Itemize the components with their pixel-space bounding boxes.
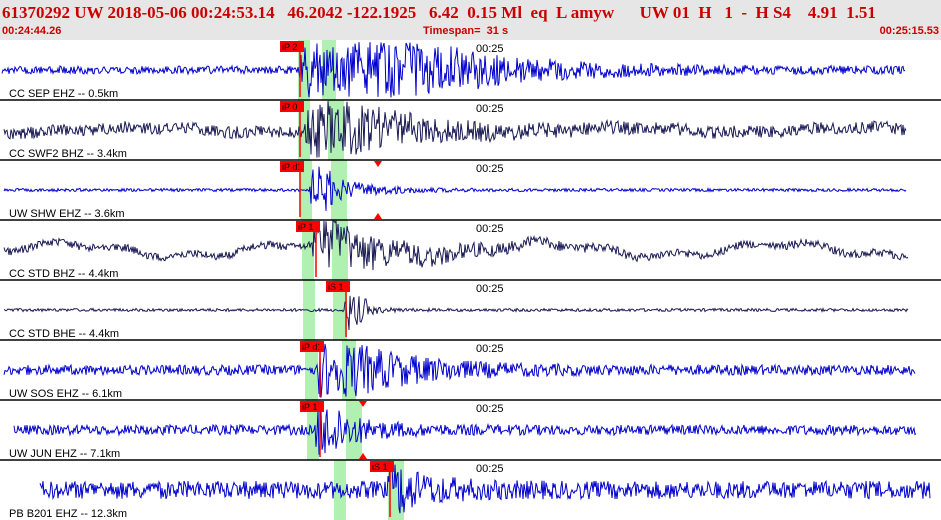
trace-waveforms — [1, 42, 931, 514]
waveform-trace — [3, 219, 909, 271]
pick-label: iP d1 — [302, 342, 322, 352]
pick-window — [331, 160, 347, 220]
waveform-trace — [39, 460, 931, 514]
coda-marker-bottom — [374, 213, 382, 219]
trace-separators — [0, 99, 941, 461]
pick-label: iP 2 — [282, 42, 297, 52]
timespan-label: Timespan= 31 s — [423, 25, 509, 37]
start-time: 00:24:44.26 — [2, 25, 62, 37]
station-label: PB B201 EHZ -- 12.3km — [9, 508, 127, 520]
pick-label: iS 1 — [328, 282, 344, 292]
pick-flag[interactable] — [280, 101, 304, 112]
pick-flag[interactable] — [280, 161, 304, 172]
pick-label: iP 0 — [282, 102, 297, 112]
time-tick: 00:25 — [476, 463, 504, 475]
pick-window — [302, 220, 314, 280]
pick-flag[interactable] — [280, 41, 304, 52]
seismogram-panel[interactable]: CC SEP EHZ -- 0.5km 00:25 CC SWF2 BHZ -- 3… — [0, 40, 941, 520]
end-time: 00:25:15.53 — [879, 25, 939, 37]
waveform-trace — [3, 343, 916, 398]
coda-marker-bottom — [359, 453, 367, 459]
time-tick: 00:25 — [476, 343, 504, 355]
station-label: CC SEP EHZ -- 0.5km — [9, 88, 118, 100]
pick-window — [346, 400, 362, 460]
waveform-trace — [1, 42, 906, 98]
phase-picks: iP 2 iP 0 iP d1 iP 1 iS 1 iP d1 iP 1 iS 1 — [280, 41, 394, 517]
time-tick: 00:25 — [476, 223, 504, 235]
time-tick: 00:25 — [476, 163, 504, 175]
station-label: CC STD BHZ -- 4.4km — [9, 268, 118, 280]
event-summary: 61370292 UW 2018-05-06 00:24:53.14 46.20… — [2, 3, 876, 22]
pick-flag[interactable] — [370, 461, 394, 472]
station-label: CC SWF2 BHZ -- 3.4km — [9, 148, 127, 160]
pick-label: iP 1 — [298, 222, 313, 232]
time-tick: 00:25 — [476, 43, 504, 55]
station-label: UW JUN EHZ -- 7.1km — [9, 448, 120, 460]
time-tick: 00:25 — [476, 283, 504, 295]
waveform-trace — [3, 100, 907, 158]
pick-flag[interactable] — [326, 281, 350, 292]
coda-marker-top — [374, 161, 382, 167]
pick-label: iS 1 — [372, 462, 388, 472]
pick-label: iP d1 — [282, 162, 302, 172]
waveform-trace — [13, 409, 917, 455]
event-header: 61370292 UW 2018-05-06 00:24:53.14 46.20… — [0, 0, 941, 40]
pick-flag[interactable] — [300, 341, 324, 352]
station-label: CC STD BHE -- 4.4km — [9, 328, 119, 340]
pick-window — [303, 280, 315, 340]
pick-flag[interactable] — [296, 221, 320, 232]
station-label: UW SOS EHZ -- 6.1km — [9, 388, 122, 400]
waveform-trace — [3, 166, 907, 211]
station-label: UW SHW EHZ -- 3.6km — [9, 208, 125, 220]
coda-marker-top — [359, 401, 367, 407]
waveform-trace — [3, 295, 909, 331]
trace-labels: CC SEP EHZ -- 0.5km 00:25 CC SWF2 BHZ -- 3… — [9, 43, 504, 520]
pick-flag[interactable] — [300, 401, 324, 412]
time-tick: 00:25 — [476, 103, 504, 115]
pick-label: iP 1 — [302, 402, 317, 412]
time-tick: 00:25 — [476, 403, 504, 415]
